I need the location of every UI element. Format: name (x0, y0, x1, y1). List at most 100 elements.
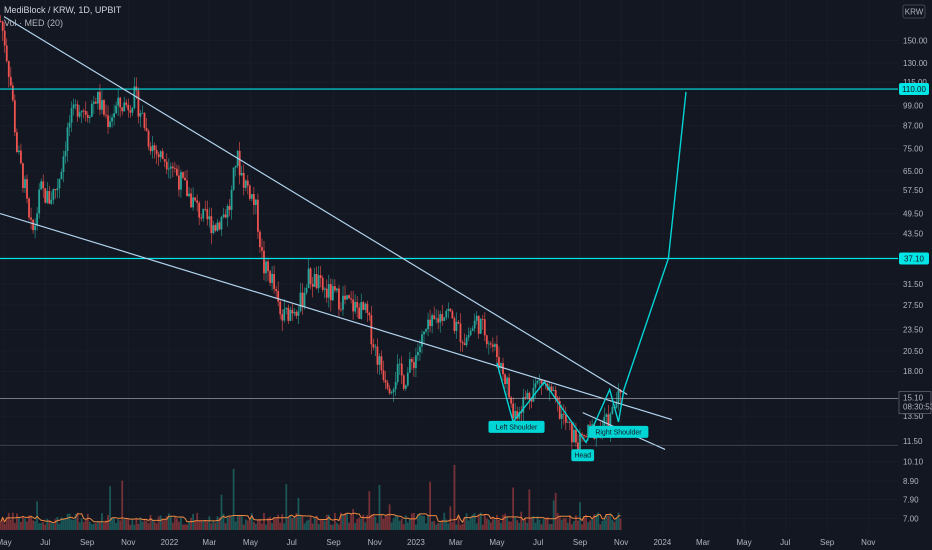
candle-body (589, 424, 592, 426)
volume-bar (279, 522, 282, 530)
candle-body (566, 422, 569, 423)
candle-body (317, 275, 320, 289)
candle-body (281, 314, 284, 321)
candle-body (125, 102, 128, 105)
volume-bar (127, 518, 130, 530)
candle-body (68, 122, 71, 128)
volume-bar (117, 519, 120, 530)
volume-bar (398, 520, 401, 530)
volume-bar (473, 513, 476, 530)
candle-body (524, 397, 527, 399)
volume-bar (510, 521, 513, 530)
volume-bar (250, 513, 253, 530)
candle-body (26, 179, 28, 199)
volume-bar (475, 523, 478, 530)
candle-body (605, 414, 608, 417)
volume-bar (269, 516, 271, 530)
volume-bar (220, 494, 223, 530)
volume-bar (287, 517, 290, 530)
candle-body (92, 101, 95, 104)
candle-body (78, 112, 81, 117)
x-tick-label: Mar (449, 538, 463, 547)
candle-body (259, 231, 261, 248)
volume-bar (358, 517, 361, 530)
volume-bar (76, 512, 79, 530)
volume-bar (307, 519, 310, 530)
volume-bar (544, 518, 547, 530)
trendline (3, 16, 628, 396)
volume-bar (380, 514, 383, 530)
candle-body (36, 213, 39, 226)
volume-bar (180, 516, 182, 530)
candle-body (307, 268, 310, 289)
volume-bar (38, 523, 41, 530)
volume-bar (408, 518, 411, 530)
candle-body (147, 130, 150, 147)
candle-body (145, 127, 148, 131)
candle-body (279, 301, 282, 315)
volume-bar (178, 521, 180, 530)
candle-body (461, 341, 464, 344)
candle-body (494, 344, 496, 347)
volume-bar (449, 506, 452, 530)
candle-body (9, 76, 12, 86)
candle-body (496, 344, 498, 358)
volume-bar (485, 518, 488, 530)
candle-body (86, 114, 89, 118)
candle-body (311, 284, 314, 287)
volume-bar (532, 515, 535, 530)
volume-bar (412, 512, 415, 530)
x-tick-label: Jul (287, 538, 297, 547)
volume-bar (188, 521, 190, 530)
volume-bar (48, 520, 51, 530)
volume-bar (394, 515, 397, 530)
indicator-title[interactable]: Vol · MED (20) (4, 18, 64, 28)
volume-bar (465, 513, 468, 530)
volume-bar (70, 519, 73, 530)
candle-body (437, 318, 440, 323)
time-axis[interactable] (0, 534, 932, 550)
volume-bar (226, 516, 229, 530)
candle-body (372, 344, 375, 348)
candle-body (119, 97, 122, 108)
annotation-box (488, 420, 545, 433)
candle-body (107, 115, 109, 127)
pattern-annotations: Left Shoulder Head Right Shoulder (488, 420, 649, 462)
candle-body (516, 411, 519, 419)
candle-body (323, 288, 326, 290)
candle-body (151, 145, 154, 152)
volume-bar (285, 484, 288, 530)
candle-body (182, 172, 184, 178)
volume-bar (350, 513, 352, 530)
volume-bar (46, 518, 49, 530)
volume-bar (248, 519, 251, 530)
volume-bar (64, 518, 67, 530)
candle-body (325, 288, 328, 298)
volume-bar (24, 518, 26, 530)
candle-body (467, 335, 470, 338)
volume-bar (467, 520, 470, 530)
volume-bar (80, 518, 83, 530)
volume-bar (139, 517, 142, 530)
candle-body (115, 105, 118, 114)
candle-body (56, 188, 59, 191)
volume-bar (455, 524, 458, 530)
volume-bar (173, 517, 176, 530)
candle-body (364, 303, 367, 310)
candle-body (206, 209, 209, 220)
candle-body (20, 150, 22, 164)
volume-bar (366, 514, 369, 530)
volume-bar (244, 519, 247, 530)
y-tick-label: 8.90 (903, 477, 919, 486)
candle-body (194, 197, 197, 201)
candle-body (165, 161, 168, 170)
symbol-title[interactable]: MediBlock / KRW, 1D, UPBIT (4, 5, 122, 15)
candle-body (113, 113, 116, 118)
candle-body (366, 303, 369, 313)
currency-badge[interactable]: KRW (902, 4, 926, 19)
candle-body (18, 150, 20, 153)
volume-bar (212, 520, 215, 530)
volume-bar (22, 516, 24, 530)
candle-body (109, 121, 111, 127)
